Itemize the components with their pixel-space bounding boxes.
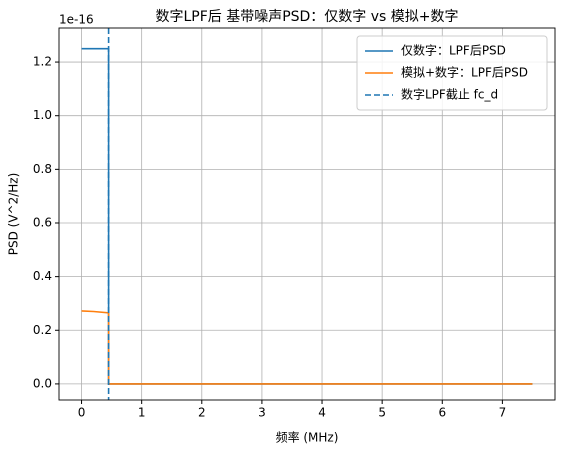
y-tick-label: 0.6 [33,215,52,229]
x-tick-label: 0 [78,406,86,420]
x-tick-label: 5 [378,406,386,420]
y-offset-label: 1e-16 [59,13,94,27]
series-line [81,310,533,385]
y-tick-label: 0.2 [33,323,52,337]
y-tick-label: 0.8 [33,162,52,176]
x-axis-label: 频率 (MHz) [276,430,339,445]
legend-label: 模拟+数字：LPF后PSD [401,65,528,80]
y-tick-label: 0.4 [33,269,52,283]
x-tick-label: 3 [258,406,266,420]
legend-label: 仅数字：LPF后PSD [401,43,506,58]
x-tick-label: 4 [318,406,326,420]
x-tick-label: 7 [499,406,507,420]
chart-title: 数字LPF后 基带噪声PSD：仅数字 vs 模拟+数字 [155,8,458,25]
y-tick-label: 0.0 [33,376,52,390]
x-tick-label: 2 [198,406,206,420]
y-tick-label: 1.0 [33,108,52,122]
y-tick-label: 1.2 [33,55,52,69]
x-tick-label: 1 [138,406,146,420]
legend-box [356,35,548,111]
plot-frame [58,27,556,401]
y-axis-label: PSD (V^2/Hz) [7,173,21,256]
legend-label: 数字LPF截止 fc_d [401,87,498,102]
x-tick-label: 6 [438,406,446,420]
